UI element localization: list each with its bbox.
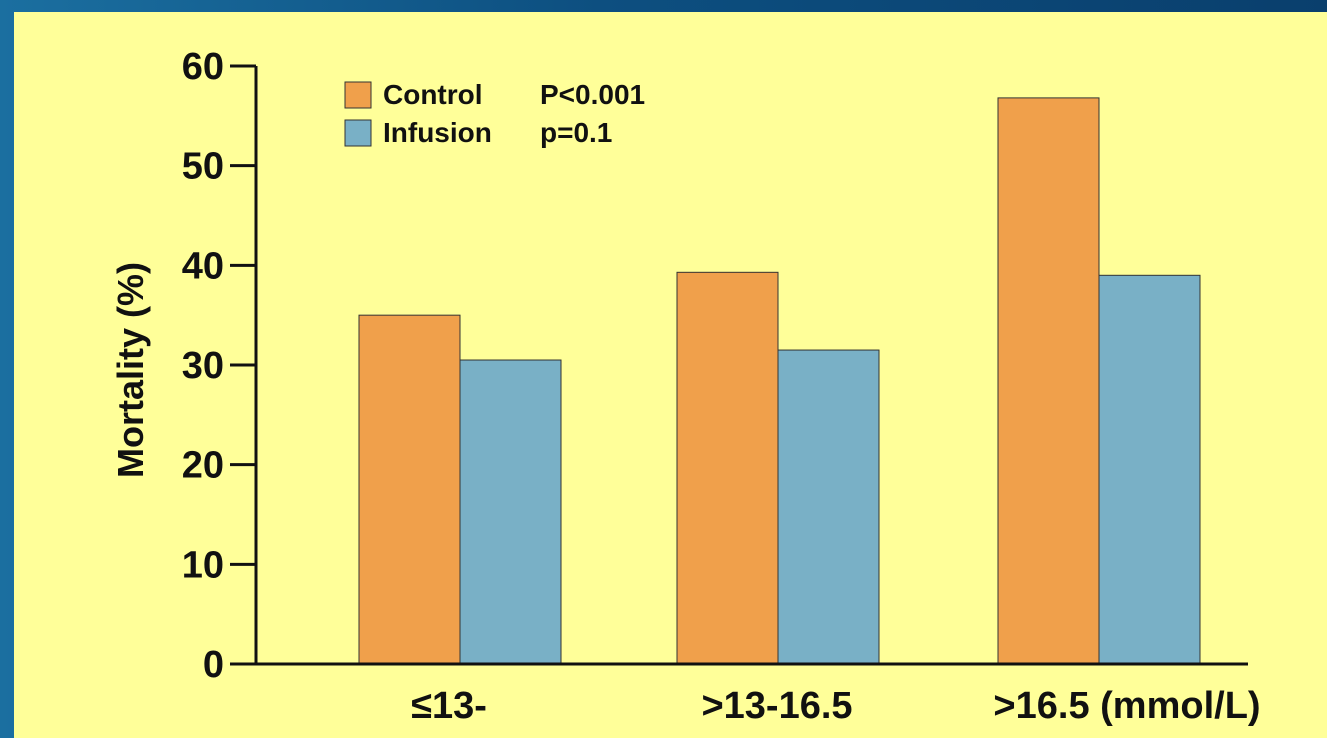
bar-control-1 — [676, 271, 779, 665]
axes: 0 10 20 30 40 50 60 — [182, 46, 1248, 686]
x-tick-labels: ≤13- >13-16.5 >16.5 (mmol/L) — [411, 685, 1260, 727]
y-tick-label-4: 40 — [182, 245, 224, 287]
y-tick-label-6: 60 — [182, 46, 224, 88]
x-tick-label-2: >16.5 (mmol/L) — [993, 685, 1260, 727]
legend: Control P<0.001 Infusion p=0.1 — [344, 79, 645, 148]
legend-label-infusion: Infusion — [383, 117, 492, 148]
legend-pvalue-infusion: p=0.1 — [540, 117, 612, 148]
x-tick-label-1: >13-16.5 — [701, 685, 852, 727]
legend-label-control: Control — [383, 79, 483, 110]
x-tick-label-0: ≤13- — [411, 685, 487, 727]
bar-infusion-1 — [777, 349, 880, 665]
legend-pvalue-control: P<0.001 — [540, 79, 645, 110]
bar-infusion-2 — [1098, 274, 1201, 665]
bar-control-2 — [997, 97, 1100, 665]
y-axis-title: Mortality (%) — [110, 262, 151, 478]
y-tick-label-5: 50 — [182, 146, 224, 188]
legend-swatch-infusion — [344, 119, 372, 147]
bar-control-0 — [358, 314, 461, 665]
y-tick-label-0: 0 — [203, 644, 224, 686]
bar-infusion-0 — [459, 359, 562, 665]
legend-swatch-control — [344, 81, 372, 109]
y-tick-label-3: 30 — [182, 345, 224, 387]
y-ticks: 0 10 20 30 40 50 60 — [182, 46, 256, 686]
y-tick-label-1: 10 — [182, 544, 224, 586]
y-tick-label-2: 20 — [182, 445, 224, 487]
bar-group — [358, 97, 1201, 665]
